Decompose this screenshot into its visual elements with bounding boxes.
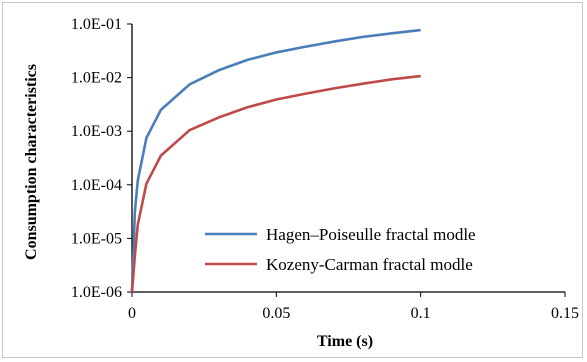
y-tick-label: 1.0E-04 — [71, 177, 122, 194]
legend-label-1: Hagen–Poiseulle fractal modle — [266, 225, 476, 244]
chart-frame — [2, 2, 583, 358]
y-axis-label: Consumption characteristics — [23, 64, 40, 260]
x-tick-label: 0 — [128, 305, 136, 322]
series-line-2 — [130, 74, 421, 293]
x-axis-label: Time (s) — [317, 333, 373, 350]
y-tick-label: 1.0E-05 — [71, 230, 122, 247]
y-tick-label: 1.0E-06 — [71, 284, 122, 301]
legend-label-2: Kozeny-Carman fractal modle — [266, 255, 473, 274]
y-tick-label: 1.0E-03 — [71, 123, 122, 140]
x-tick-label: 0.05 — [262, 305, 290, 322]
y-tick-label: 1.0E-02 — [71, 70, 122, 87]
series-line-1 — [130, 28, 421, 293]
y-tick-label: 1.0E-01 — [71, 16, 122, 33]
x-tick-label: 0.15 — [551, 305, 579, 322]
x-tick-label: 0.1 — [411, 305, 431, 322]
